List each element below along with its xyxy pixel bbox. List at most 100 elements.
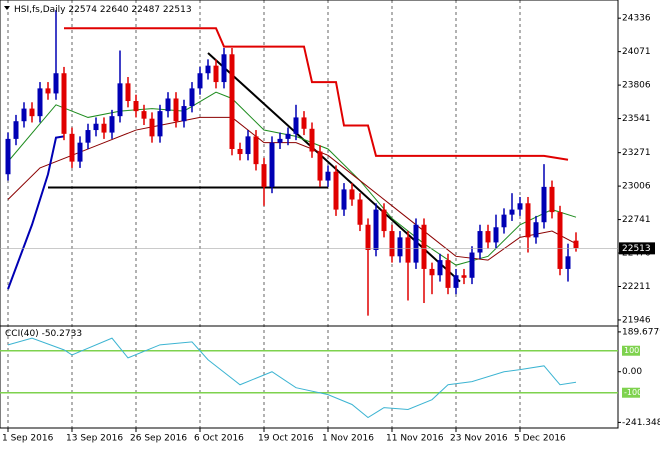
candle-body (509, 209, 515, 215)
candle-body (325, 171, 331, 181)
candle-body (533, 222, 539, 238)
candle-body (341, 189, 347, 210)
candle-body (277, 138, 283, 143)
overlay-line (64, 27, 569, 161)
candle-body (165, 98, 171, 112)
y-tick-label: 23006 (622, 182, 651, 192)
candle-body (133, 101, 139, 112)
candle-body (21, 108, 27, 122)
x-tick-label: 1 Sep 2016 (2, 434, 54, 444)
x-tick-label: 5 Dec 2016 (514, 434, 566, 444)
level-label: -100 (624, 388, 642, 397)
level-box (622, 345, 640, 356)
candle-body (453, 275, 459, 288)
candle-body (293, 117, 299, 134)
candle-body (173, 98, 179, 122)
candle-body (101, 123, 107, 133)
header-value: -50.2733 (42, 329, 82, 339)
candle-body (349, 189, 355, 200)
candle-body (149, 118, 155, 137)
candle-body (517, 203, 523, 210)
candle-body (269, 142, 275, 187)
indicator-header: CCI(40) -50.2733 (5, 329, 82, 339)
candle-body (525, 203, 531, 238)
candle-body (469, 252, 475, 278)
header-value: 22574 (68, 5, 97, 15)
y-tick-label: 23541 (622, 114, 651, 124)
candle-body (549, 186, 555, 213)
candle-body (29, 108, 35, 117)
candle-body (53, 73, 59, 94)
candle-body (141, 111, 147, 119)
header-value: 22487 (131, 5, 160, 15)
candle-body (501, 214, 507, 228)
candle-body (37, 88, 43, 117)
current-price: 22513 (622, 244, 651, 254)
chart-header: HSI,fs,Daily 22574 22640 22487 22513 (14, 5, 192, 15)
candle-body (117, 83, 123, 117)
candle-body (357, 199, 363, 225)
x-tick-label: 6 Oct 2016 (194, 434, 244, 444)
y-tick-label: 24336 (622, 14, 651, 24)
candle-body (13, 121, 19, 139)
candle-body (197, 73, 203, 89)
candle-body (77, 142, 83, 162)
candle-body (69, 133, 75, 162)
candle-body (157, 111, 163, 137)
candle-body (5, 138, 11, 175)
candle-body (389, 231, 395, 257)
candle-body (541, 186, 547, 223)
candle-body (461, 275, 467, 278)
x-tick-label: 1 Nov 2016 (322, 434, 374, 444)
candle-body (421, 224, 427, 269)
candle-body (365, 224, 371, 250)
candle-body (253, 136, 259, 165)
candle-body (317, 151, 323, 181)
header-value: HSI,fs,Daily (14, 5, 66, 15)
candle-body (429, 268, 435, 276)
current-price-box (619, 242, 655, 255)
candle-body (181, 106, 187, 122)
candle-body (557, 212, 563, 269)
candle-body (221, 54, 227, 83)
header-value: CCI(40) (5, 329, 39, 339)
candle-body (125, 83, 131, 102)
candle-body (405, 237, 411, 263)
candle-body (485, 231, 491, 243)
candle-body (573, 240, 579, 249)
x-tick-label: 11 Nov 2016 (386, 434, 444, 444)
header-value: 22640 (100, 5, 129, 15)
x-tick-label: 23 Nov 2016 (450, 434, 508, 444)
candle-body (93, 123, 99, 131)
y-tick-label: 23271 (622, 148, 651, 158)
candle-body (205, 65, 211, 74)
candle-body (229, 54, 235, 149)
candle-body (109, 116, 115, 133)
candle-body (565, 256, 571, 269)
candle-body (373, 209, 379, 250)
candle-body (213, 65, 219, 83)
overlay-line (7, 116, 577, 261)
candle-body (189, 88, 195, 107)
y-tick-label: -241.348 (622, 418, 660, 428)
candle-body (301, 117, 307, 129)
candle-body (437, 260, 443, 276)
level-box (622, 387, 640, 398)
x-tick-label: 13 Sep 2016 (66, 434, 123, 444)
candle-body (45, 88, 51, 94)
candle-body (445, 260, 451, 288)
candle-body (61, 73, 67, 134)
y-tick-label: 21946 (622, 315, 651, 325)
candle-body (493, 227, 499, 243)
y-tick-label: 22741 (622, 215, 651, 225)
candle-body (477, 231, 483, 253)
candle-body (413, 224, 419, 263)
cci-line (7, 337, 577, 419)
candle-body (285, 133, 291, 139)
x-tick-label: 26 Sep 2016 (130, 434, 187, 444)
candle-body (237, 148, 243, 155)
level-label: 100 (624, 346, 639, 355)
x-tick-label: 19 Oct 2016 (258, 434, 314, 444)
y-tick-label: 24071 (622, 47, 651, 57)
